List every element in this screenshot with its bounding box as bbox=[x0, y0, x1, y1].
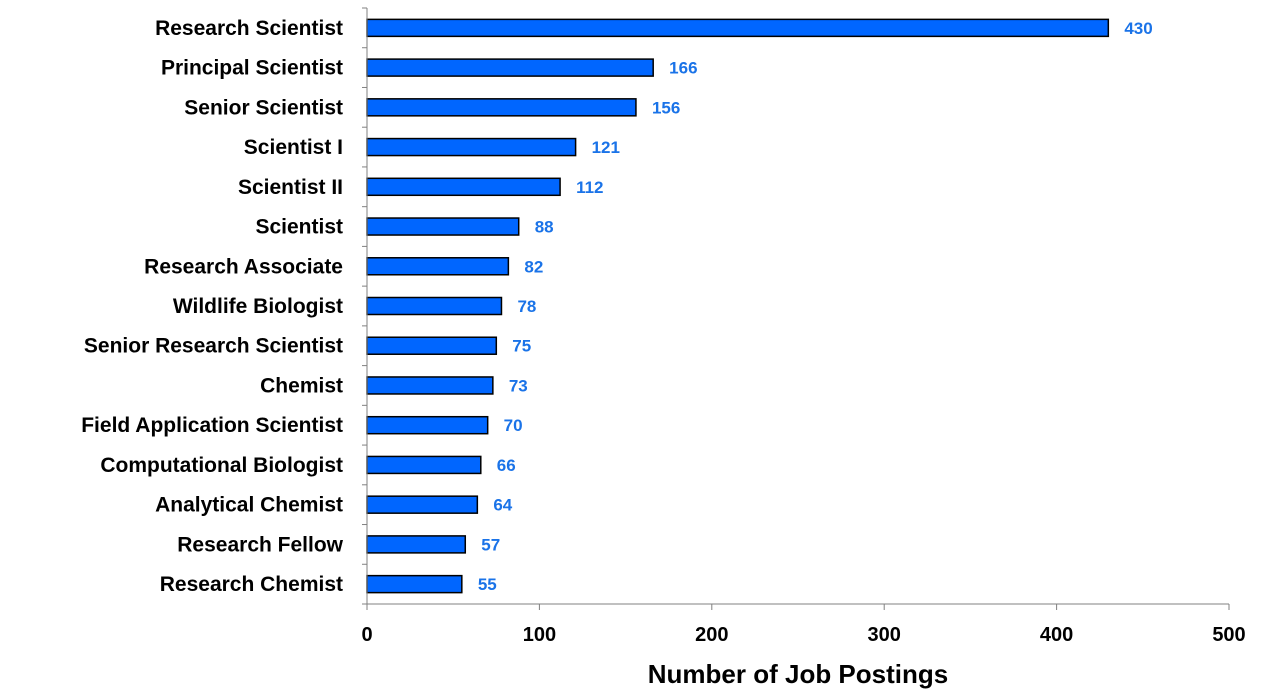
bar bbox=[367, 377, 493, 394]
value-label: 166 bbox=[669, 59, 697, 78]
bar bbox=[367, 19, 1108, 36]
bar bbox=[367, 417, 488, 434]
category-label: Principal Scientist bbox=[161, 57, 343, 80]
value-label: 78 bbox=[517, 297, 536, 316]
x-tick-label: 300 bbox=[868, 624, 901, 646]
category-label: Research Scientist bbox=[155, 17, 343, 40]
value-label: 66 bbox=[497, 456, 516, 475]
category-label: Research Fellow bbox=[177, 533, 343, 556]
bar bbox=[367, 456, 481, 473]
category-label: Research Chemist bbox=[160, 573, 343, 596]
bar bbox=[367, 337, 496, 354]
x-tick-label: 400 bbox=[1040, 624, 1073, 646]
category-label: Chemist bbox=[260, 374, 343, 397]
x-tick-label: 0 bbox=[361, 624, 372, 646]
value-label: 55 bbox=[478, 575, 497, 594]
value-label: 64 bbox=[493, 496, 512, 515]
category-label: Field Application Scientist bbox=[81, 414, 343, 437]
value-label: 112 bbox=[576, 178, 603, 197]
category-label: Senior Scientist bbox=[184, 96, 343, 119]
bar bbox=[367, 59, 653, 76]
value-label: 88 bbox=[535, 218, 554, 237]
value-label: 156 bbox=[652, 98, 680, 117]
category-label: Scientist I bbox=[244, 136, 343, 159]
bar bbox=[367, 218, 519, 235]
value-label: 73 bbox=[509, 376, 528, 395]
category-label: Research Associate bbox=[144, 255, 343, 278]
value-label: 82 bbox=[524, 257, 543, 276]
bar bbox=[367, 298, 501, 315]
category-label: Scientist bbox=[255, 216, 343, 239]
category-label: Wildlife Biologist bbox=[173, 295, 343, 318]
bar bbox=[367, 536, 465, 553]
x-tick-label: 500 bbox=[1212, 624, 1245, 646]
x-tick-label: 100 bbox=[523, 624, 556, 646]
bar bbox=[367, 99, 636, 116]
bar bbox=[367, 576, 462, 593]
bar bbox=[367, 258, 508, 275]
value-label: 57 bbox=[481, 535, 500, 554]
value-label: 70 bbox=[504, 416, 523, 435]
bars-layer bbox=[367, 19, 1108, 592]
bar bbox=[367, 178, 560, 195]
x-tick-label: 200 bbox=[695, 624, 728, 646]
category-label: Scientist II bbox=[238, 176, 343, 199]
bar bbox=[367, 139, 576, 156]
value-label: 75 bbox=[512, 337, 531, 356]
category-label: Senior Research Scientist bbox=[84, 335, 343, 358]
bar bbox=[367, 496, 477, 513]
value-label: 430 bbox=[1124, 19, 1152, 38]
category-label: Analytical Chemist bbox=[155, 494, 343, 517]
x-axis-title: Number of Job Postings bbox=[648, 659, 948, 689]
value-label: 121 bbox=[592, 138, 620, 157]
category-label: Computational Biologist bbox=[100, 454, 343, 477]
